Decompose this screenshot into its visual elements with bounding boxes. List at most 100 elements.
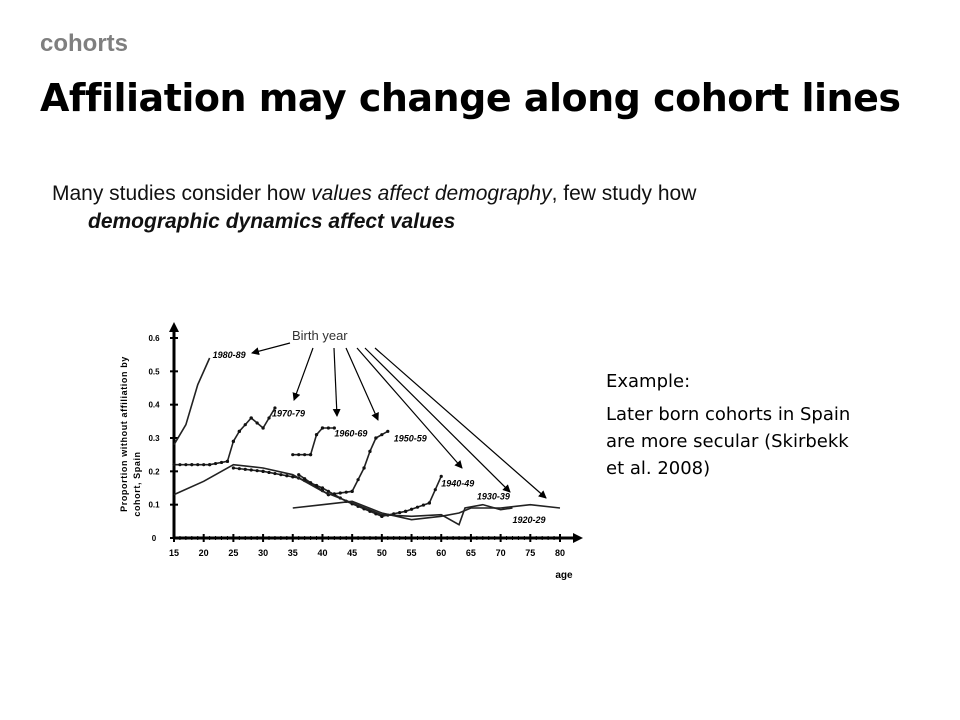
x-tick-label: 30 bbox=[258, 548, 268, 558]
series-label-1920-29: 1920-29 bbox=[512, 515, 545, 525]
y-axis-label: Proportion without affiliation by bbox=[119, 356, 129, 512]
x-tick-label: 55 bbox=[407, 548, 417, 558]
series-point bbox=[184, 463, 188, 467]
series-point bbox=[415, 505, 420, 509]
y-tick-label: 0.1 bbox=[148, 501, 160, 510]
x-tick-label: 20 bbox=[199, 548, 209, 558]
series-point bbox=[196, 463, 200, 467]
series-point bbox=[291, 453, 295, 457]
series-point bbox=[213, 461, 218, 466]
series-point bbox=[291, 475, 295, 479]
birth-year-arrow-0 bbox=[251, 342, 291, 356]
example-box: Example: Later born cohorts in Spain are… bbox=[606, 368, 866, 482]
series-point bbox=[380, 514, 384, 518]
series-point bbox=[255, 469, 259, 473]
series-point bbox=[243, 467, 247, 471]
series-point bbox=[190, 463, 194, 467]
birth-year-arrow-2 bbox=[332, 347, 341, 417]
x-tick-label: 65 bbox=[466, 548, 476, 558]
y-tick-label: 0.2 bbox=[148, 467, 160, 476]
series-point bbox=[332, 426, 336, 430]
body-text-bold-italic: demographic dynamics affect values bbox=[52, 208, 902, 236]
x-tick-label: 25 bbox=[228, 548, 238, 558]
series-line-1960-69 bbox=[292, 427, 335, 456]
x-tick-label: 50 bbox=[377, 548, 387, 558]
x-tick-label: 15 bbox=[169, 548, 179, 558]
series-point bbox=[356, 478, 360, 482]
x-tick-label: 35 bbox=[288, 548, 298, 558]
body-text-italic: values affect demography bbox=[311, 182, 552, 205]
series-point bbox=[231, 466, 235, 470]
series-label-1940-49: 1940-49 bbox=[441, 478, 474, 488]
series-point bbox=[439, 474, 443, 478]
series-point bbox=[308, 453, 313, 457]
x-tick-label: 45 bbox=[347, 548, 357, 558]
series-point bbox=[249, 416, 253, 420]
series-point bbox=[243, 423, 247, 427]
series-label-1930-39: 1930-39 bbox=[477, 492, 510, 502]
y-tick-label: 0.3 bbox=[148, 434, 160, 443]
series-point bbox=[249, 468, 253, 472]
series-point bbox=[285, 474, 289, 478]
series-point bbox=[267, 470, 271, 475]
series-line-1980-89 bbox=[173, 357, 211, 446]
body-text: Many studies consider how values affect … bbox=[52, 180, 902, 236]
series-point bbox=[273, 406, 277, 410]
series-line-1930-39 bbox=[173, 463, 513, 526]
example-text: Later born cohorts in Spain are more sec… bbox=[606, 404, 851, 479]
series-point bbox=[261, 469, 265, 473]
series-point bbox=[386, 429, 390, 433]
series-line-1920-29 bbox=[292, 500, 561, 521]
series-point bbox=[427, 501, 431, 505]
body-text-bold-italic-inner: demographic dynamics affect values bbox=[88, 210, 456, 233]
x-axis-arrow bbox=[573, 533, 583, 543]
y-tick-label: 0.6 bbox=[148, 334, 160, 343]
series-point bbox=[320, 486, 325, 490]
series-point bbox=[219, 460, 224, 465]
series-point bbox=[303, 453, 307, 457]
section-label: cohorts bbox=[40, 30, 129, 57]
series-point bbox=[409, 507, 414, 511]
annotation-layer: Birth year bbox=[251, 328, 547, 499]
series-point bbox=[398, 510, 402, 515]
series-label-1960-69: 1960-69 bbox=[334, 428, 367, 438]
y-tick-label: 0.5 bbox=[148, 367, 160, 376]
series-point bbox=[404, 509, 408, 513]
birth-year-annotation: Birth year bbox=[292, 328, 348, 343]
series-point bbox=[338, 491, 342, 495]
series-point bbox=[374, 436, 378, 440]
series-point bbox=[314, 483, 319, 488]
series-point bbox=[208, 463, 212, 467]
series-layer bbox=[172, 357, 561, 526]
x-tick-label: 75 bbox=[525, 548, 535, 558]
labels-layer: age Proportion without affiliation by coho… bbox=[119, 350, 573, 581]
series-point bbox=[368, 449, 372, 453]
series-point bbox=[202, 463, 206, 467]
axes-layer: 15 20 25 30 35 40 45 50 55 60 65 70 75 80 0 0.1 0.2 0.3 0.… bbox=[148, 322, 583, 558]
series-point bbox=[344, 490, 348, 494]
birth-year-arrow-3 bbox=[345, 347, 379, 421]
body-text-part1: Many studies consider how bbox=[52, 182, 312, 205]
series-point bbox=[421, 503, 426, 507]
series-label-1970-79: 1970-79 bbox=[272, 408, 305, 418]
x-tick-label: 80 bbox=[555, 548, 565, 558]
series-point bbox=[314, 433, 319, 437]
series-point bbox=[320, 426, 325, 430]
series-point bbox=[326, 426, 330, 430]
series-point bbox=[172, 463, 176, 467]
series-point bbox=[297, 453, 301, 457]
cohort-chart: 15 20 25 30 35 40 45 50 55 60 65 70 75 80 0 0.1 0.2 0.3 0.… bbox=[119, 322, 583, 581]
birth-year-arrow-6 bbox=[374, 347, 547, 499]
series-line-1970-79 bbox=[174, 407, 276, 466]
series-point bbox=[237, 429, 241, 433]
series-point bbox=[350, 489, 354, 493]
series-point bbox=[267, 416, 271, 420]
series-label-1950-59: 1950-59 bbox=[394, 433, 427, 443]
series-point bbox=[279, 473, 283, 477]
series-point bbox=[433, 488, 437, 492]
series-point bbox=[380, 433, 384, 437]
birth-year-arrow-1 bbox=[292, 347, 314, 401]
x-tick-label: 60 bbox=[436, 548, 446, 558]
series-point bbox=[326, 489, 330, 493]
series-point bbox=[178, 463, 182, 467]
